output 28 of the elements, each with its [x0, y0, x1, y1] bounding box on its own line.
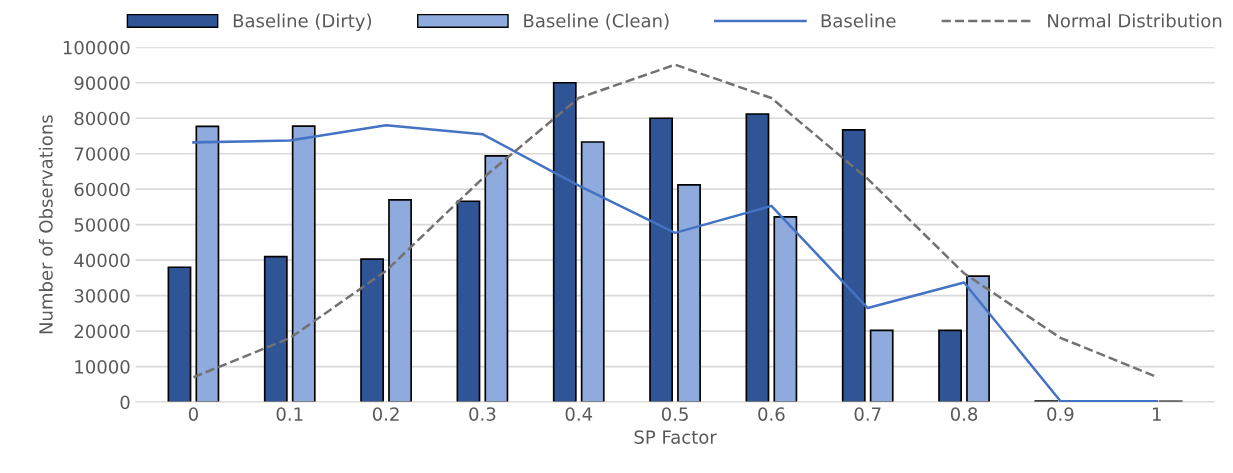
y-tick-label: 50000	[74, 218, 130, 232]
x-tick-label: 0.6	[758, 407, 785, 421]
x-tick-label: 0.8	[950, 407, 978, 421]
x-tick-label: 0.2	[372, 407, 399, 421]
legend-label: Normal Distribution	[1048, 13, 1222, 28]
y-tick-label: 90000	[74, 76, 130, 90]
y-tick-label: 60000	[74, 182, 130, 197]
x-tick-label: 1	[1152, 407, 1161, 421]
y-tick-label: 100000	[63, 40, 130, 55]
x-tick-label: 0.5	[661, 407, 688, 421]
legend-label: Baseline (Dirty)	[233, 13, 372, 32]
y-tick-label: 0	[120, 395, 130, 410]
y-tick-label: 40000	[74, 253, 130, 268]
y-tick-label: 30000	[74, 289, 130, 303]
x-tick-label: 0.3	[469, 407, 496, 421]
y-axis-title: Number of Observations	[38, 115, 53, 334]
y-tick-label: 10000	[75, 360, 130, 374]
x-tick-label: 0.1	[276, 407, 303, 421]
x-tick-label: 0.9	[1047, 407, 1074, 421]
legend-label: Baseline	[821, 13, 896, 28]
x-tick-label: 0	[188, 407, 198, 421]
legend-label: Baseline (Clean)	[524, 13, 669, 30]
y-tick-label: 20000	[74, 324, 130, 339]
y-tick-label: 80000	[74, 111, 130, 126]
x-axis-title: SP Factor	[634, 430, 717, 444]
x-tick-label: 0.4	[565, 407, 593, 421]
y-tick-label: 70000	[74, 147, 130, 161]
x-tick-label: 0.7	[854, 407, 881, 421]
